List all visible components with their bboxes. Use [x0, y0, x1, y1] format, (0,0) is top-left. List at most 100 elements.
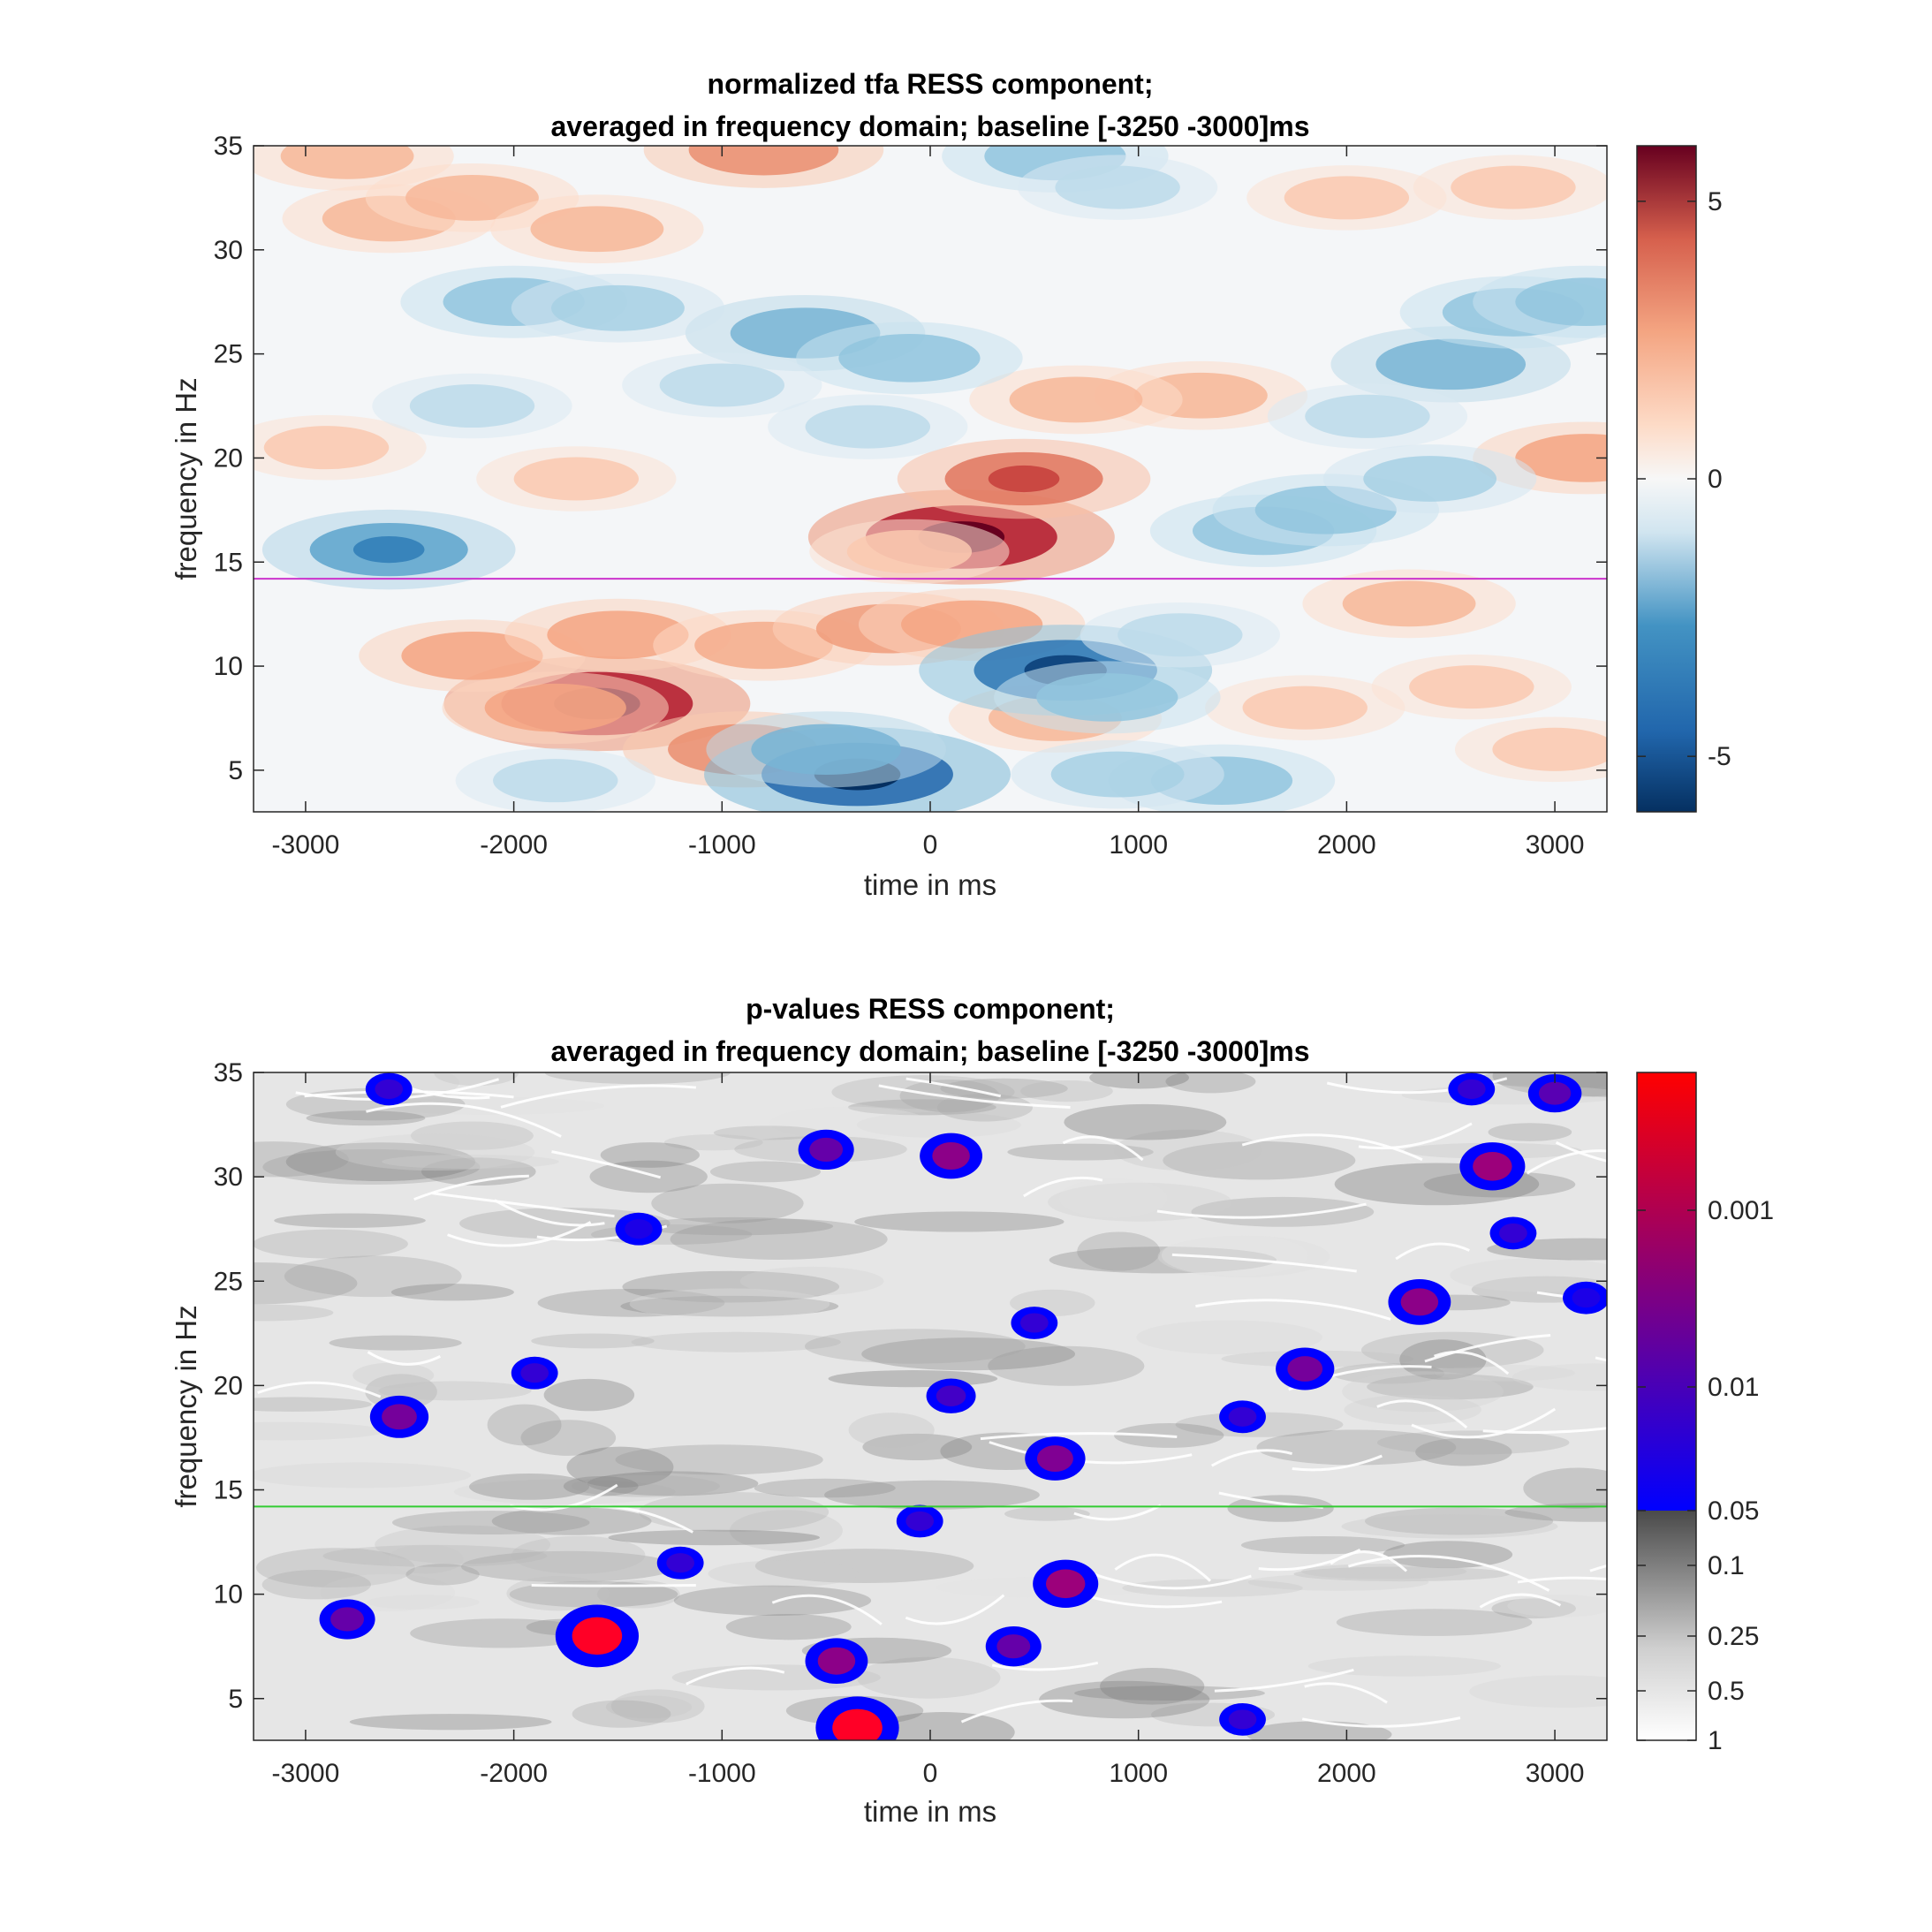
pvalue-gray-texture: [434, 1072, 519, 1087]
pvalue-x-axis-label: time in ms: [864, 1795, 996, 1828]
pvalue-gray-texture: [543, 1378, 635, 1412]
pvalue-gray-texture: [410, 1121, 534, 1150]
pvalue-significant-core: [817, 1647, 856, 1675]
tfa-y-tick-label: 30: [214, 236, 243, 265]
pvalue-significant-core: [1036, 1445, 1073, 1472]
pvalue-gray-texture: [729, 1510, 843, 1551]
pvalue-gray-texture: [1293, 1566, 1510, 1582]
pvalue-gray-texture: [254, 1421, 385, 1441]
pvalue-gray-texture: [610, 1689, 705, 1724]
pvalue-gray-texture: [1157, 1235, 1330, 1277]
pvalue-gray-texture: [306, 1110, 426, 1126]
pvalue-x-tick-label: 1000: [1109, 1759, 1168, 1788]
tfa-blob: [1055, 165, 1180, 209]
pvalue-gray-texture: [673, 1585, 872, 1616]
pvalue-gray-texture: [1331, 1362, 1445, 1384]
pvalue-gray-texture: [663, 1134, 763, 1151]
pvalue-white-contour: [494, 1199, 605, 1227]
pvalue-gray-texture: [531, 1333, 655, 1349]
pvalue-colorbar-tick-label: 0.1: [1708, 1551, 1745, 1580]
pvalue-gray-texture: [754, 1478, 896, 1498]
tfa-y-tick-label: 5: [228, 756, 243, 785]
tfa-blob: [1375, 338, 1527, 390]
pvalue-gray-texture: [391, 1511, 590, 1535]
tfa-title-line1: normalized tfa RESS component;: [708, 68, 1154, 100]
pvalue-gray-texture: [322, 1544, 548, 1567]
tfa-colorbar-tick-label: 5: [1708, 187, 1723, 216]
pvalue-white-contour: [1395, 1242, 1470, 1261]
tfa-colorbar-tick-label: -5: [1708, 742, 1731, 771]
pvalue-gray-texture: [596, 1580, 680, 1609]
pvalue-gray-texture: [1364, 1507, 1554, 1535]
pvalue-gray-texture: [469, 1474, 589, 1500]
pvalue-gray-texture: [1074, 1686, 1265, 1701]
pvalue-white-contour: [1214, 1668, 1354, 1693]
pvalue-gray-texture: [285, 1142, 476, 1181]
pvalue-gray-texture: [388, 1544, 464, 1574]
pvalue-white-contour: [1555, 1140, 1607, 1163]
pvalue-gray-texture: [566, 1446, 674, 1488]
pvalue-gray-texture: [261, 1570, 371, 1600]
pvalue-gray-texture: [828, 1370, 998, 1388]
pvalue-gray-texture: [256, 1548, 415, 1588]
tfa-x-tick-label: 3000: [1526, 830, 1585, 860]
pvalue-y-tick-label: 30: [214, 1163, 243, 1192]
pvalue-colorbar-tick-label: 0.25: [1708, 1622, 1759, 1651]
tfa-blob: [1242, 686, 1368, 730]
tfa-heatmap: [254, 146, 1607, 812]
pvalue-significant-core: [996, 1634, 1031, 1659]
pvalue-colorbar-tick-label: 0.5: [1708, 1677, 1745, 1706]
pvalue-significant-core: [382, 1404, 417, 1430]
pvalue-gray-texture: [1469, 1675, 1607, 1708]
pvalue-y-ticks: 5 10 15 20 25 30 35: [214, 1058, 1607, 1714]
pvalue-colorbar-gray: [1637, 1511, 1696, 1740]
tfa-colorbar-ticks: -5 0 5: [1637, 187, 1731, 771]
pvalue-gray-texture: [638, 1492, 830, 1533]
pvalue-white-contour: [509, 1483, 618, 1512]
pvalue-gray-texture: [1007, 1143, 1154, 1161]
pvalue-gray-texture: [1100, 1667, 1205, 1705]
pvalue-gray-texture: [1415, 1437, 1512, 1466]
pvalue-gray-texture: [410, 1618, 594, 1648]
pvalue-gray-texture: [1122, 1579, 1303, 1597]
pvalue-significant-core: [1499, 1223, 1527, 1243]
pvalue-colorbar-tick-label: 0.01: [1708, 1373, 1759, 1402]
tfa-blob: [1515, 277, 1607, 327]
pvalue-gray-texture: [651, 1183, 804, 1224]
pvalue-white-contour: [367, 1351, 442, 1366]
pvalue-gray-texture: [862, 1433, 973, 1461]
pvalue-gray-texture: [1376, 1430, 1570, 1455]
pvalue-significant-core: [625, 1219, 653, 1239]
pvalue-gray-texture: [254, 1261, 358, 1305]
pvalue-y-tick-label: 10: [214, 1580, 243, 1610]
pvalue-white-contour: [1358, 1122, 1473, 1150]
tfa-blob: [263, 426, 390, 470]
pvalue-y-tick-label: 20: [214, 1371, 243, 1400]
pvalue-white-contour: [1526, 1149, 1607, 1175]
tfa-x-tick-label: -1000: [688, 830, 756, 860]
pvalue-colorbar-tick-label: 0.05: [1708, 1496, 1759, 1526]
pvalue-gray-texture: [587, 1471, 759, 1496]
pvalue-gray-texture: [1434, 1364, 1576, 1382]
pvalue-gray-texture: [1227, 1495, 1334, 1522]
pvalue-gray-texture: [856, 1111, 1021, 1138]
pvalue-white-contour: [1536, 1291, 1607, 1301]
pvalue-gray-texture: [848, 1413, 935, 1448]
pvalue-gray-texture: [754, 1549, 974, 1584]
pvalue-white-contour: [1434, 1350, 1510, 1375]
tfa-y-tick-label: 15: [214, 548, 243, 577]
tfa-blob: [1342, 580, 1476, 627]
pvalue-white-contour: [531, 1583, 696, 1587]
pvalue-panel: p-values RESS component; averaged in fre…: [170, 993, 1774, 1828]
pvalue-gray-texture: [453, 1479, 676, 1504]
tfa-y-ticks: 5 10 15 20 25 30 35: [214, 132, 1607, 785]
pvalue-gray-texture: [670, 1218, 888, 1260]
pvalue-significant-core: [932, 1141, 970, 1171]
tfa-y-tick-label: 20: [214, 443, 243, 473]
pvalue-gray-texture: [1256, 1429, 1457, 1466]
pvalue-y-tick-label: 25: [214, 1267, 243, 1296]
pvalue-gray-texture: [861, 1337, 1076, 1371]
pvalue-gray-texture: [708, 1560, 859, 1587]
tfa-y-tick-label: 25: [214, 340, 243, 369]
